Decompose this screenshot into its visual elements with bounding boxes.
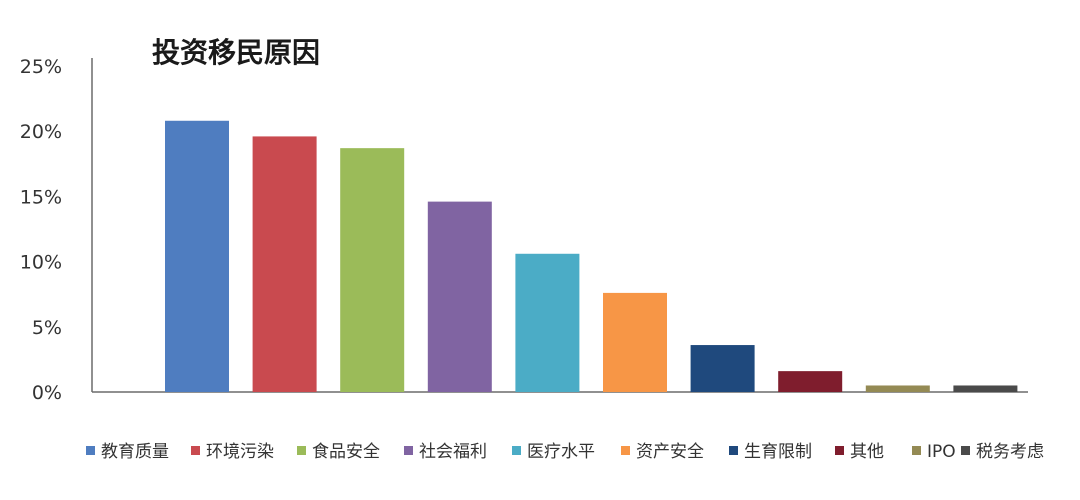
y-tick-label: 10% bbox=[20, 252, 62, 274]
bar-6 bbox=[603, 292, 667, 392]
y-tick-label: 5% bbox=[32, 317, 62, 339]
legend-swatch bbox=[297, 446, 306, 455]
legend-swatch bbox=[621, 446, 630, 455]
legend-label: 社会福利 bbox=[419, 442, 487, 462]
bars bbox=[165, 120, 1018, 392]
legend-swatch bbox=[912, 446, 921, 455]
y-tick-label: 20% bbox=[20, 121, 62, 143]
legend: 教育质量 环境污染 食品安全 社会福利 医疗水平 资产安全 生育限制 其他 IPO 税务考虑 bbox=[86, 442, 1044, 462]
bar-8 bbox=[778, 371, 843, 392]
bar-3 bbox=[340, 148, 405, 392]
legend-swatch bbox=[404, 446, 413, 455]
bar-10 bbox=[953, 385, 1018, 392]
legend-swatch bbox=[835, 446, 844, 455]
bar-4 bbox=[427, 201, 492, 392]
bar-2 bbox=[252, 136, 317, 392]
y-axis-ticks: 0% 5% 10% 15% 20% 25% bbox=[20, 56, 62, 404]
bar-1 bbox=[165, 120, 229, 392]
legend-swatch bbox=[191, 446, 200, 455]
y-tick-label: 25% bbox=[20, 56, 62, 78]
legend-label: 其他 bbox=[850, 442, 884, 462]
legend-label: 资产安全 bbox=[636, 442, 704, 462]
legend-label: 税务考虑 bbox=[976, 442, 1044, 462]
legend-label: 教育质量 bbox=[101, 442, 169, 462]
y-tick-label: 0% bbox=[32, 382, 62, 404]
bar-5 bbox=[515, 253, 580, 392]
bar-9 bbox=[865, 385, 930, 392]
legend-swatch bbox=[729, 446, 738, 455]
legend-label: 食品安全 bbox=[312, 442, 380, 462]
legend-swatch bbox=[512, 446, 521, 455]
chart-title: 投资移民原因 bbox=[152, 36, 320, 69]
legend-label: 环境污染 bbox=[206, 442, 274, 462]
legend-swatch bbox=[961, 446, 970, 455]
y-tick-label: 15% bbox=[20, 186, 62, 208]
legend-label: IPO bbox=[927, 442, 956, 462]
legend-swatch bbox=[86, 446, 95, 455]
legend-label: 生育限制 bbox=[744, 442, 812, 462]
bar-7 bbox=[690, 345, 755, 392]
legend-label: 医疗水平 bbox=[527, 442, 595, 462]
